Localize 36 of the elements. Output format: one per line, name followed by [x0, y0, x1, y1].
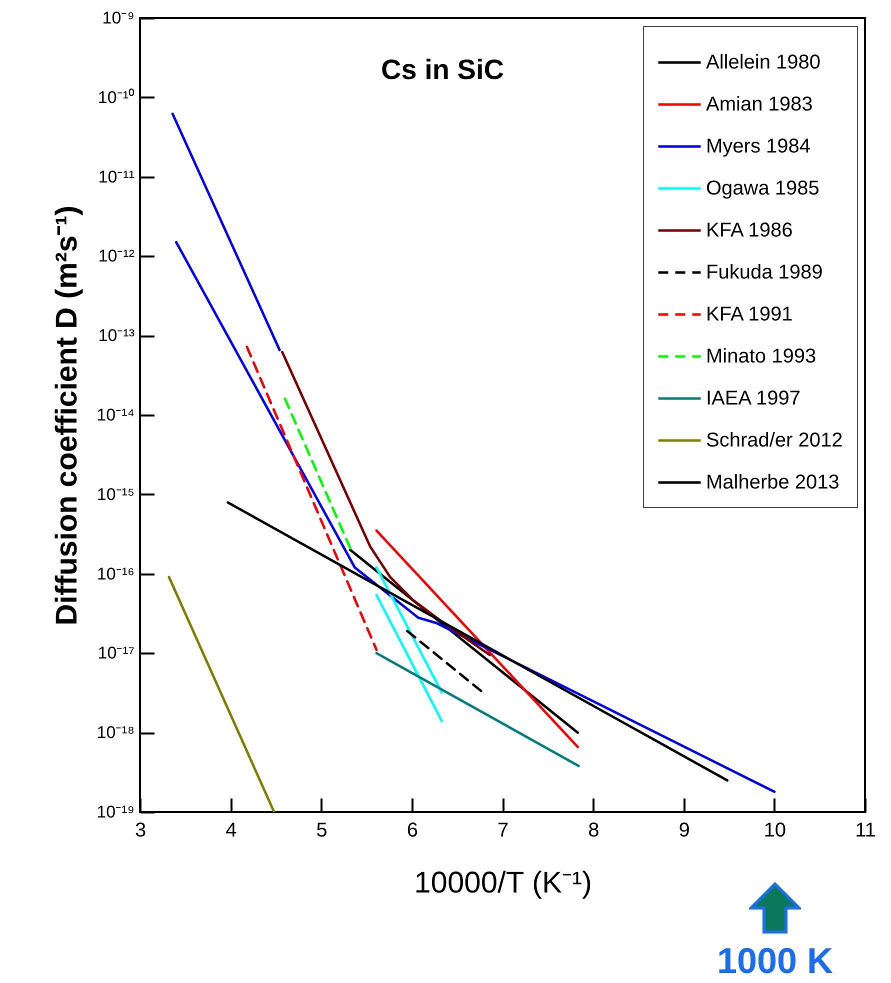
x-axis-title: 10000/T (K⁻¹)	[414, 866, 592, 900]
legend-label: Myers 1984	[706, 136, 810, 158]
legend-label: IAEA 1997	[706, 388, 801, 410]
legend-label: Schrad/er 2012	[706, 430, 843, 452]
y-tick-label: 10⁻¹⁶	[96, 564, 134, 584]
text: Cs in SiC	[381, 54, 504, 85]
y-tick-label: 10⁻¹²	[98, 246, 135, 266]
y-tick-label: 10⁻¹⁹	[96, 802, 134, 822]
x-tick-label: 8	[588, 820, 600, 842]
x-tick-label: 6	[406, 820, 418, 842]
legend-label: Minato 1993	[706, 346, 816, 368]
x-tick-label: 4	[226, 820, 237, 842]
y-tick-label: 10⁻¹⁸	[96, 723, 134, 742]
x-tick-label: 3	[134, 820, 146, 842]
x-tick-label: 7	[497, 820, 509, 842]
y-tick-label: 10⁻¹³	[98, 326, 135, 346]
text: 1000 K	[716, 940, 834, 982]
x-tick-label: 10	[764, 820, 786, 842]
x-tick-label: 5	[316, 820, 328, 842]
y-tick-label: 10⁻¹⁷	[98, 644, 134, 663]
line-series	[281, 350, 492, 656]
legend-label: Fukuda 1989	[706, 262, 823, 284]
legend-label: Allelein 1980	[706, 52, 821, 74]
legend-label: Ogawa 1985	[706, 178, 820, 200]
legend-label: Amian 1983	[706, 94, 813, 116]
y-tick-label: 10⁻¹⁵	[96, 484, 134, 504]
y-tick-label: 10⁻¹⁴	[96, 406, 134, 424]
y-tick-label: 10⁻¹¹	[98, 167, 135, 186]
legend-label: Malherbe 2013	[706, 472, 840, 494]
x-tick-label: 9	[678, 820, 690, 842]
x-tick-label: 11	[855, 820, 876, 842]
y-axis-title: Diffusion coefficient D (m²s⁻¹)	[50, 206, 84, 626]
legend-label: KFA 1986	[706, 220, 793, 242]
legend-label: KFA 1991	[706, 304, 793, 326]
y-tick-label: 10⁻¹⁰	[98, 88, 134, 107]
y-tick-label: 10⁻⁹	[102, 8, 134, 28]
